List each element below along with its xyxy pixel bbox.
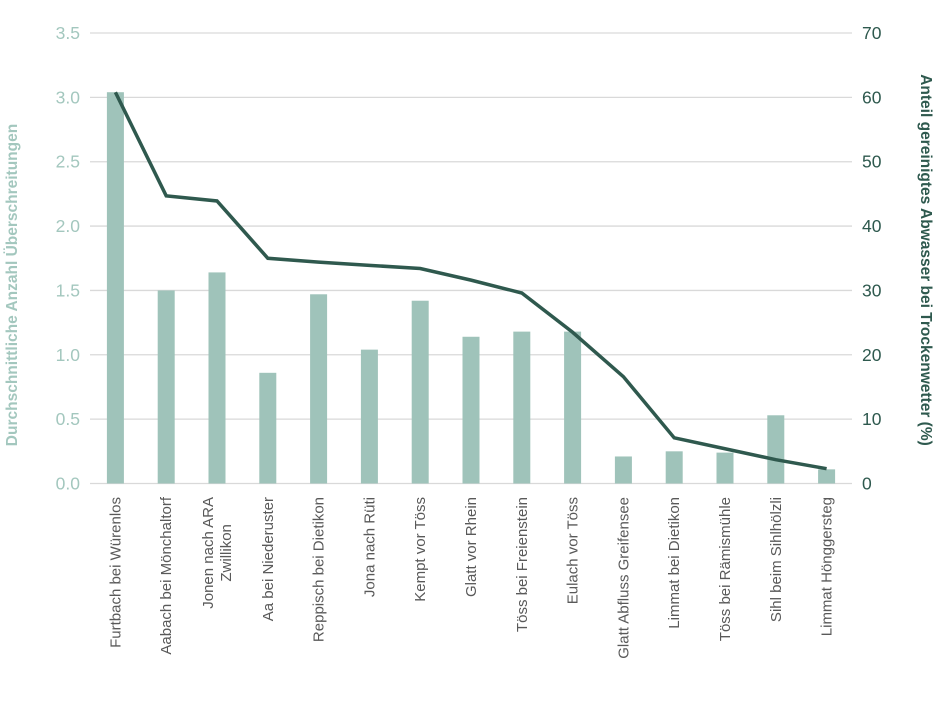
x-axis-category-line: Töss bei Freienstein [514, 497, 531, 632]
x-axis-category-label: Sihl beim Sihlhölzli [768, 497, 785, 622]
bar [614, 456, 632, 484]
left-axis-title: Durchschnittliche Anzahl Überschreitunge… [4, 124, 21, 446]
x-axis-category-label: Jona nach Rüti [361, 497, 378, 597]
bar [818, 469, 836, 484]
y-axis-tick-label-left: 3.5 [56, 23, 80, 43]
x-axis-category-line: Sihl beim Sihlhölzli [768, 497, 785, 622]
x-axis-category-line: Eulach vor Töss [565, 497, 582, 604]
x-axis-category-label: Eulach vor Töss [565, 497, 582, 604]
x-axis-category-label: Glatt vor Rhein [463, 497, 480, 597]
bar [462, 336, 480, 484]
x-axis-category-label: Töss bei Freienstein [514, 497, 531, 632]
x-axis-category-label: Kempt vor Töss [412, 497, 429, 602]
y-axis-tick-label-right: 50 [862, 152, 882, 172]
y-axis-tick-label-left: 3.0 [56, 87, 81, 107]
x-axis-category-label: Reppisch bei Dietikon [311, 497, 328, 642]
right-axis-title: Anteil gereinigtes Abwasser bei Trockenw… [917, 74, 934, 446]
x-axis-category-label: Glatt Abfluss Greifensee [615, 497, 632, 659]
bar [360, 349, 378, 484]
left-axis-ticks-group: 0.0 0.5 1.0 1.5 2.0 2.5 3.0 3.5 [56, 23, 81, 494]
x-axis-labels-group: Furtbach bei Würenlos Aabach bei Mönchalt… [107, 496, 835, 659]
y-axis-tick-label-left: 2.0 [56, 216, 81, 236]
x-axis-category-line: Jonen nach ARA [200, 497, 217, 609]
x-axis-category-line: Aabach bei Mönchaltorf [158, 496, 175, 654]
y-axis-tick-label-left: 1.0 [56, 345, 81, 365]
x-axis-category-line: Limmat bei Dietikon [666, 497, 683, 629]
x-axis-category-line: Kempt vor Töss [412, 497, 429, 602]
x-axis-category-line: Reppisch bei Dietikon [311, 497, 328, 642]
y-axis-tick-label-right: 30 [862, 280, 882, 300]
trend-line [113, 91, 827, 471]
bar-series-group [106, 92, 836, 484]
x-axis-category-label: Jonen nach ARA Zwillikon [200, 497, 235, 609]
y-axis-tick-label-left: 1.5 [56, 280, 80, 300]
bar [208, 272, 226, 484]
x-axis-category-line: Töss bei Rämismühle [717, 497, 734, 641]
x-axis-category-line: Glatt Abfluss Greifensee [615, 497, 632, 659]
y-axis-tick-label-right: 0 [862, 474, 872, 494]
x-axis-category-line: Zwillikon [218, 524, 235, 582]
bar [259, 372, 277, 484]
bar [716, 452, 734, 484]
bar [564, 331, 582, 484]
x-axis-category-line: Glatt vor Rhein [463, 497, 480, 597]
bar [767, 415, 785, 484]
y-axis-tick-label-left: 0.0 [56, 474, 81, 494]
x-axis-category-line: Furtbach bei Würenlos [107, 497, 124, 648]
y-axis-tick-label-right: 70 [862, 23, 882, 43]
right-axis-ticks-group: 0 10 20 30 40 50 60 70 [862, 23, 882, 494]
bar [157, 290, 175, 484]
bar [665, 451, 683, 484]
x-axis-category-line: Jona nach Rüti [361, 497, 378, 597]
bar [106, 92, 124, 484]
y-axis-tick-label-left: 2.5 [56, 152, 80, 172]
x-axis-category-line: Limmat Hönggersteg [819, 497, 836, 636]
x-axis-category-label: Limmat Hönggersteg [819, 497, 836, 636]
y-axis-tick-label-right: 60 [862, 87, 882, 107]
x-axis-category-label: Töss bei Rämismühle [717, 497, 734, 641]
x-axis-category-label: Aabach bei Mönchaltorf [158, 496, 175, 654]
y-axis-tick-label-right: 20 [862, 345, 882, 365]
y-axis-tick-label-left: 0.5 [56, 409, 80, 429]
y-axis-tick-label-right: 10 [862, 409, 882, 429]
bar [411, 300, 429, 484]
bar [513, 331, 531, 484]
bar [310, 294, 328, 484]
y-axis-tick-label-right: 40 [862, 216, 882, 236]
x-axis-category-label: Furtbach bei Würenlos [107, 497, 124, 648]
x-axis-category-label: Aa bei Niederuster [260, 497, 277, 621]
x-axis-category-label: Limmat bei Dietikon [666, 497, 683, 629]
x-axis-category-line: Aa bei Niederuster [260, 497, 277, 621]
